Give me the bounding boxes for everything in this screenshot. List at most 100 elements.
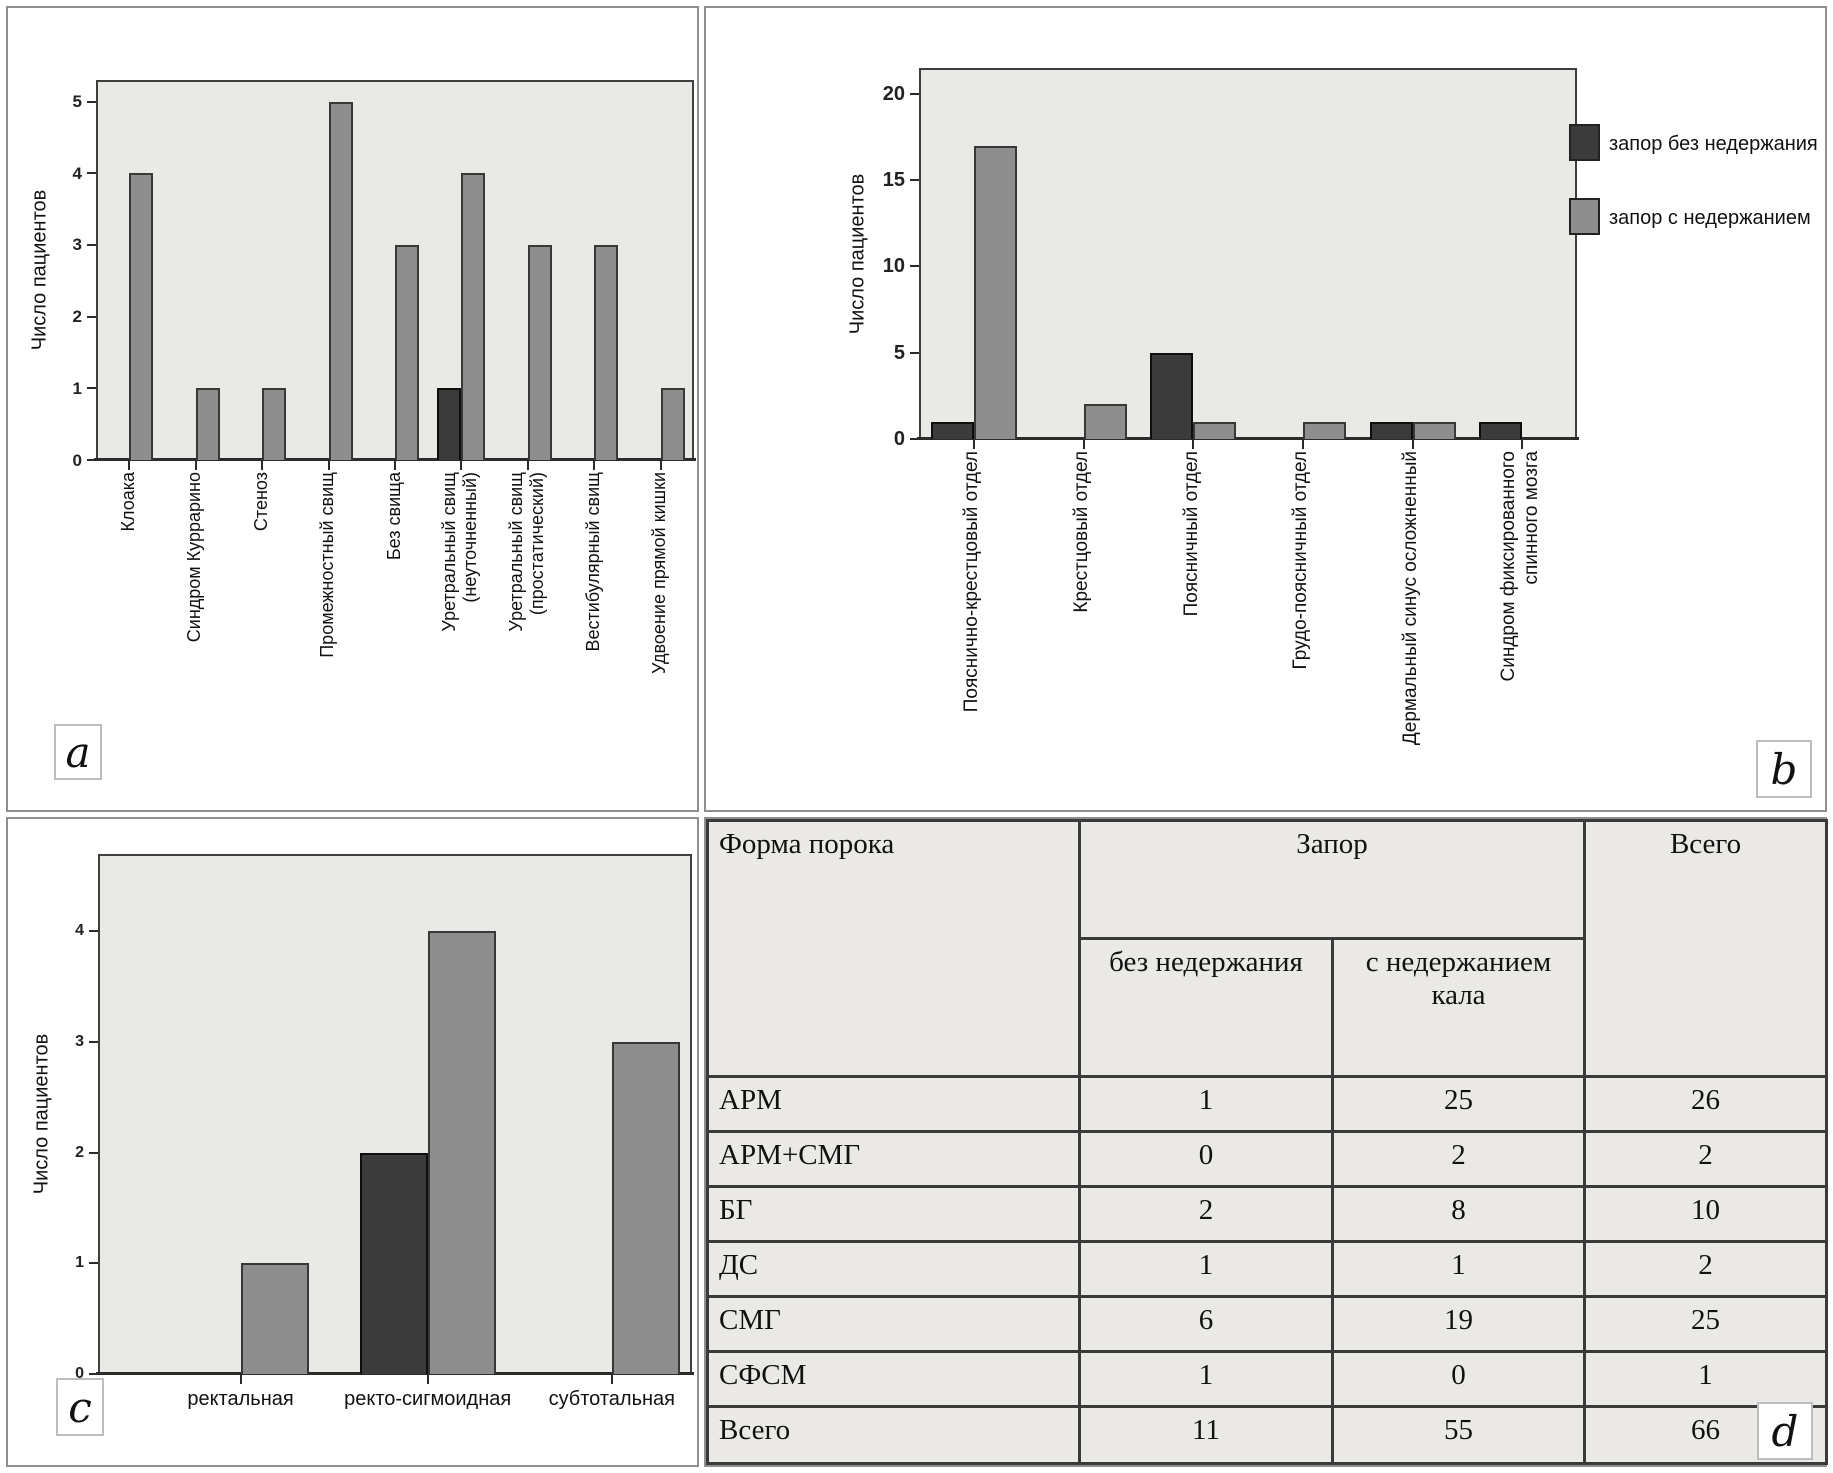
bar-gray <box>262 388 287 460</box>
y-tick-label: 20 <box>882 82 905 105</box>
y-axis-title: Число пациентов <box>846 173 869 334</box>
bar-gray <box>1302 421 1346 439</box>
table-row: АРМ+СМГ 0 2 2 <box>706 1130 1829 1188</box>
y-tick-mark <box>910 265 919 268</box>
table-cell-without-incontinence: 11 <box>1078 1405 1334 1465</box>
table-cell-form: АРМ <box>706 1075 1081 1133</box>
x-category-label: Промежностный свищ <box>317 472 338 658</box>
x-category-label: Уретральный свищ <box>505 472 526 632</box>
bar-gray <box>129 173 154 460</box>
bar-dark <box>1479 421 1523 439</box>
table-cell-with-incontinence: 25 <box>1330 1075 1587 1133</box>
x-tick-mark <box>972 440 975 449</box>
panel-b-bar-chart: b Число пациентов 0 5 10 15 20 Пояснично-крест… <box>704 6 1827 812</box>
x-tick-mark <box>1301 440 1304 449</box>
bar-gray <box>611 1042 680 1374</box>
bar-gray <box>660 388 685 460</box>
y-tick-mark <box>910 179 919 182</box>
bar-gray <box>527 244 552 460</box>
y-tick-mark <box>910 92 919 95</box>
x-axis-line <box>917 437 1579 440</box>
table-cell-form: СФСМ <box>706 1350 1081 1408</box>
table-row: СМГ 6 19 25 <box>706 1295 1829 1353</box>
table-cell-form: АРМ+СМГ <box>706 1130 1081 1188</box>
table-cell-with-incontinence: 55 <box>1330 1405 1587 1465</box>
table-cell-without-incontinence: 0 <box>1078 1130 1334 1188</box>
bar-gray <box>195 388 220 460</box>
table-cell-form: БГ <box>706 1185 1081 1243</box>
bar-gray <box>427 931 496 1374</box>
x-category-label: Без свища <box>383 472 404 561</box>
bar-gray <box>1193 421 1237 439</box>
x-category-label: Поясничный отдел <box>1180 451 1202 617</box>
constipation-by-malformation-table: Форма порока Запор Всего без недержания с не… <box>706 819 1829 1465</box>
panel-letter-c-text: c <box>68 1382 92 1432</box>
y-tick-mark <box>87 387 96 390</box>
x-tick-mark <box>526 461 529 470</box>
panel-letter-c: c <box>56 1378 104 1436</box>
x-tick-mark <box>460 461 463 470</box>
x-category-label: субтотальная <box>548 1388 676 1410</box>
table-cell-with-incontinence: 19 <box>1330 1295 1587 1353</box>
panel-letter-d-text: d <box>1771 1406 1799 1456</box>
x-tick-mark <box>194 461 197 470</box>
x-category-label: Грудо-поясничный отдел <box>1290 451 1312 670</box>
y-tick-label: 4 <box>72 163 82 183</box>
table-cell-total: 1 <box>1583 1350 1829 1408</box>
y-tick-label: 5 <box>72 92 82 111</box>
table-cell-with-incontinence: 1 <box>1330 1240 1587 1298</box>
table-row: Всего 11 55 66 <box>706 1405 1829 1465</box>
table-cell-form: ДС <box>706 1240 1081 1298</box>
y-tick-mark <box>87 315 96 318</box>
y-axis-title: Число пациентов <box>30 1033 53 1195</box>
x-category-label: Клоака <box>117 472 138 532</box>
y-tick-label: 1 <box>75 1254 84 1272</box>
table-subheader-with-incontinence: с недержанием кала <box>1330 937 1587 1078</box>
y-tick-label: 3 <box>75 1033 84 1051</box>
x-category-label: (простатический) <box>526 472 547 616</box>
panel-letter-a: a <box>54 724 102 780</box>
y-tick-mark <box>89 1262 98 1265</box>
y-tick-label: 0 <box>75 1365 84 1382</box>
table-header-constipation: Запор <box>1077 819 1587 940</box>
table-cell-total: 2 <box>1583 1130 1829 1188</box>
x-tick-mark <box>394 461 396 470</box>
table-cell-total: 10 <box>1583 1185 1829 1243</box>
table-cell-without-incontinence: 6 <box>1078 1295 1334 1353</box>
bar-gray <box>594 244 619 460</box>
x-tick-mark <box>1082 440 1085 449</box>
panel-c-bar-chart: c Число пациентов 0 1 2 3 4 ректальная ректо-си… <box>6 817 699 1467</box>
legend-swatch-dark <box>1569 124 1600 161</box>
y-tick-label: 10 <box>882 255 905 278</box>
bar-gray <box>1083 404 1127 439</box>
x-category-label: Вестибулярный свищ <box>582 472 603 652</box>
y-axis-title: Число пациентов <box>28 189 51 351</box>
bar-gray <box>328 101 353 460</box>
x-category-label: Стеноз <box>250 472 271 532</box>
y-tick-mark <box>910 438 919 440</box>
x-category-label: Дермальный синус осложненный <box>1400 451 1421 746</box>
panel-letter-d: d <box>1757 1402 1813 1460</box>
y-tick-mark <box>910 351 919 354</box>
bar-dark <box>359 1152 428 1374</box>
y-tick-mark <box>89 930 98 933</box>
x-tick-mark <box>593 461 596 470</box>
y-tick-label: 15 <box>882 169 905 192</box>
bar-dark <box>930 421 974 439</box>
x-tick-mark <box>426 1375 429 1384</box>
y-tick-mark <box>87 172 96 175</box>
table-cell-with-incontinence: 0 <box>1330 1350 1587 1408</box>
panel-d-table: Форма порока Запор Всего без недержания с не… <box>704 817 1829 1467</box>
bar-gray <box>395 244 419 460</box>
x-tick-mark <box>1192 440 1195 449</box>
x-category-label: Крестцовый отдел <box>1071 451 1092 613</box>
table-cell-form: СМГ <box>706 1295 1081 1353</box>
x-tick-mark <box>1411 440 1414 449</box>
y-tick-mark <box>89 1373 98 1375</box>
y-tick-label: 1 <box>72 378 82 398</box>
x-category-label: спинного мозга <box>1521 451 1543 585</box>
x-category-label: Пояснично-крестцовый отдел <box>961 451 983 713</box>
table-subheader-without-incontinence: без недержания <box>1078 937 1334 1078</box>
table-cell-total: 2 <box>1583 1240 1829 1298</box>
